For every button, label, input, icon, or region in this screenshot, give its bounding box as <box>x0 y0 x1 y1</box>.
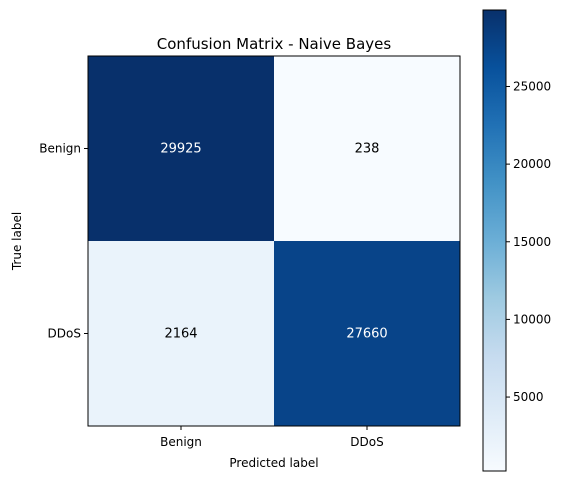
colorbar-tick-label: 25000 <box>513 79 551 93</box>
heatmap-cell <box>88 56 275 242</box>
colorbar-tick-label: 5000 <box>513 390 544 404</box>
x-axis-label: Predicted label <box>229 456 318 470</box>
y-tick-label: DDoS <box>48 327 81 341</box>
heatmap-cell-labels: 29925 238 2164 27660 <box>160 142 387 342</box>
x-tick-label: Benign <box>160 435 202 449</box>
colorbar <box>482 9 507 472</box>
y-tick-label: Benign <box>39 142 81 156</box>
cell-value-label: 29925 <box>160 142 201 157</box>
cell-value-label: 27660 <box>346 327 387 342</box>
cell-value-label: 2164 <box>164 327 197 342</box>
colorbar-tick-label: 15000 <box>513 235 551 249</box>
colorbar-tick-label: 20000 <box>513 157 551 171</box>
y-axis: Benign DDoS <box>39 142 88 341</box>
colorbar-tick-label: 10000 <box>513 312 551 326</box>
heatmap-cells <box>88 56 461 427</box>
heatmap-cell <box>274 56 461 242</box>
cell-value-label: 238 <box>355 142 380 157</box>
x-axis: Benign DDoS <box>160 426 384 449</box>
heatmap-cell <box>274 241 461 427</box>
chart-title: Confusion Matrix - Naive Bayes <box>157 35 392 53</box>
colorbar-axis: 5000 10000 15000 20000 25000 <box>506 79 551 404</box>
y-axis-label: True label <box>10 212 24 271</box>
x-tick-label: DDoS <box>350 435 383 449</box>
heatmap-cell <box>88 241 275 427</box>
plot-frame <box>87 55 461 427</box>
